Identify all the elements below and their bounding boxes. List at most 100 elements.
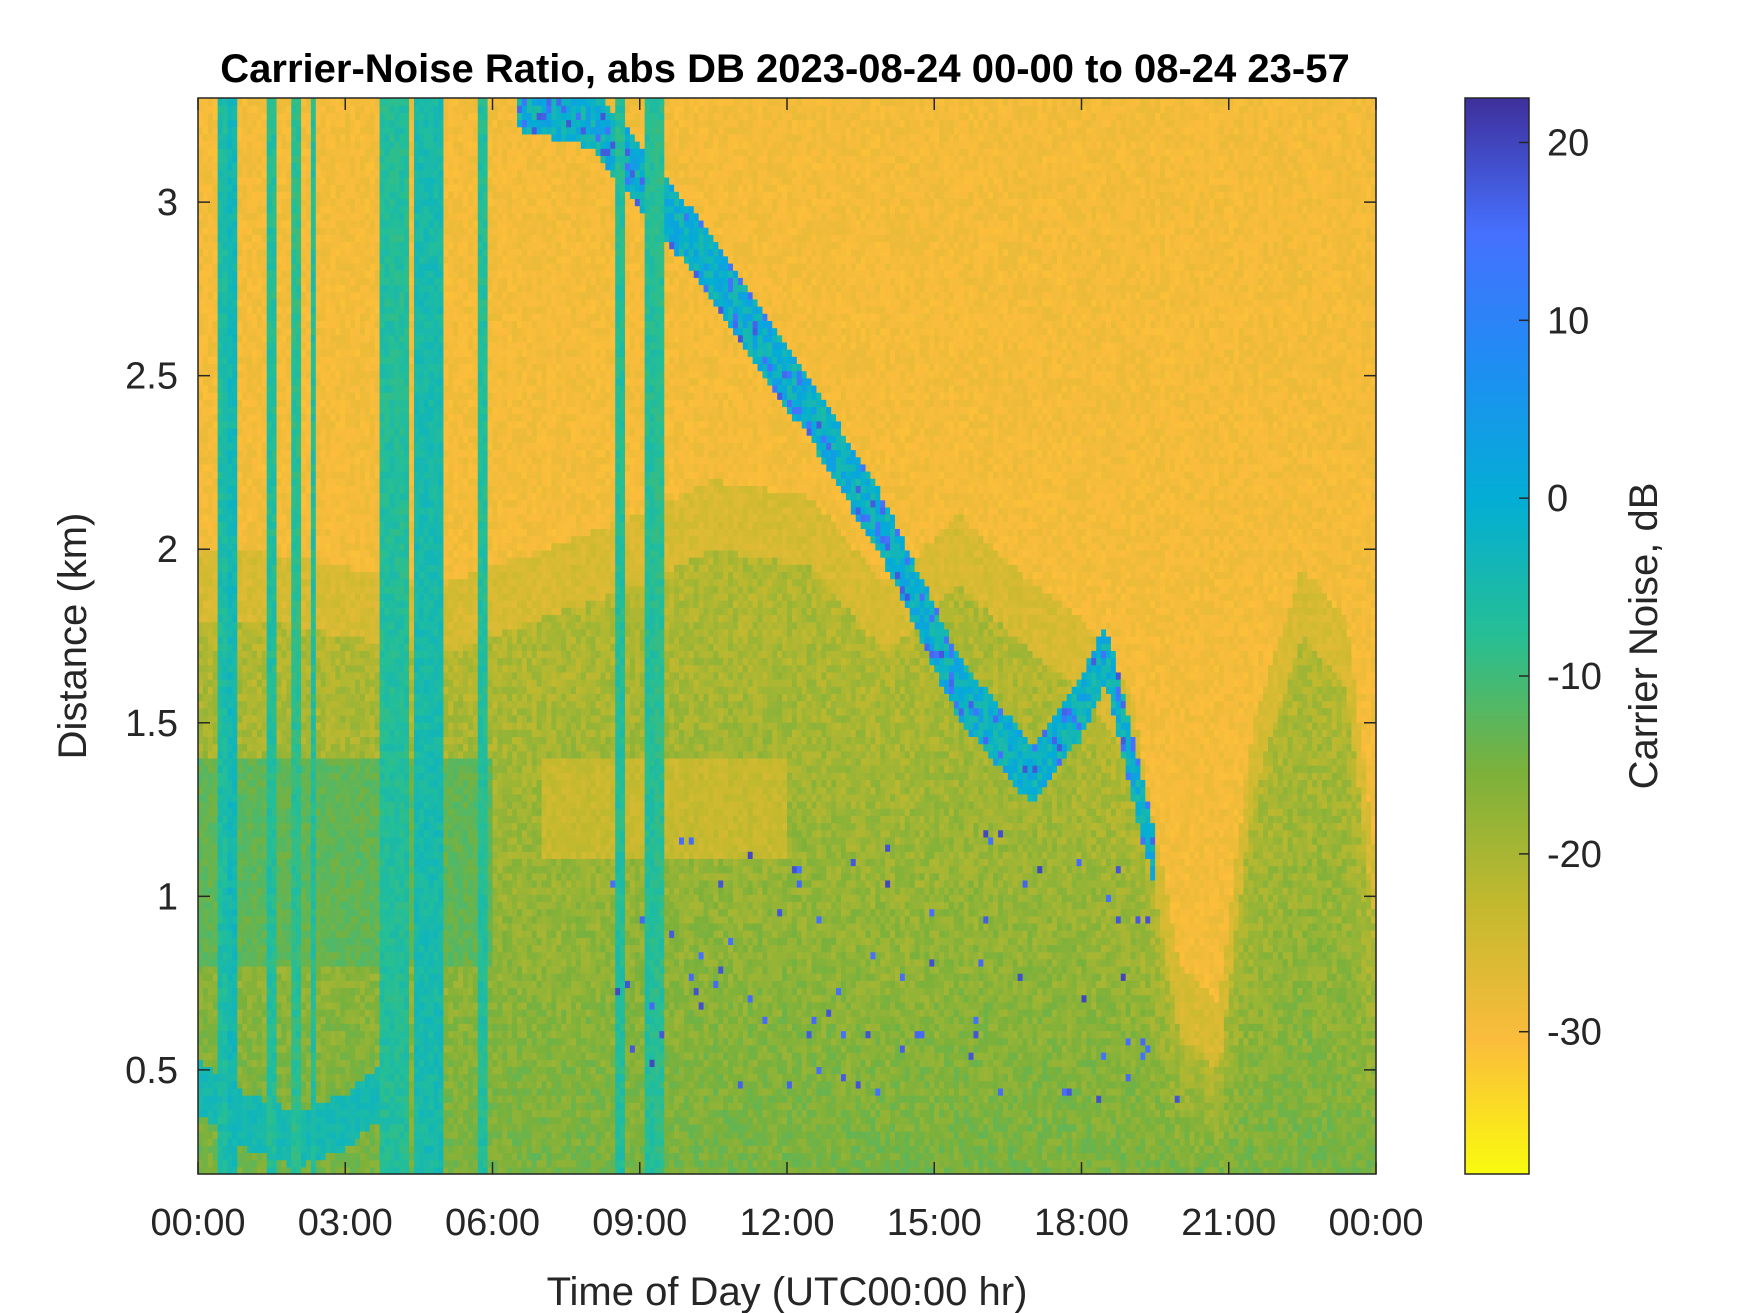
heatmap-cell — [272, 873, 278, 881]
heatmap-cell — [237, 134, 243, 142]
heatmap-cell — [286, 980, 292, 988]
heatmap-cell — [242, 464, 248, 472]
heatmap-cell — [267, 758, 273, 766]
heatmap-cell — [257, 213, 263, 221]
heatmap-cell — [232, 758, 238, 766]
heatmap-cell — [237, 665, 243, 673]
heatmap-cell — [326, 1109, 332, 1117]
heatmap-cell — [326, 356, 332, 364]
heatmap-cell — [213, 521, 219, 529]
heatmap-cell — [281, 729, 287, 737]
heatmap-cell — [198, 830, 204, 838]
heatmap-cell — [291, 478, 297, 486]
heatmap-cell — [321, 285, 327, 293]
heatmap-cell — [281, 428, 287, 436]
heatmap-cell — [281, 1045, 287, 1053]
heatmap-cell — [267, 421, 273, 429]
heatmap-cell — [301, 1160, 307, 1168]
heatmap-cell — [296, 177, 302, 185]
heatmap-cell — [198, 1145, 204, 1153]
heatmap-cell — [218, 844, 224, 852]
heatmap-cell — [291, 285, 297, 293]
heatmap-cell — [267, 543, 273, 551]
heatmap-cell — [237, 894, 243, 902]
heatmap-cell — [218, 220, 224, 228]
heatmap-cell — [326, 320, 332, 328]
heatmap-cell — [272, 1074, 278, 1082]
heatmap-cell — [311, 120, 317, 128]
heatmap-cell — [286, 1031, 292, 1039]
heatmap-cell — [321, 1138, 327, 1146]
heatmap-cell — [198, 206, 204, 214]
heatmap-cell — [257, 521, 263, 529]
heatmap-cell — [321, 1081, 327, 1089]
heatmap-cell — [301, 414, 307, 422]
heatmap-cell — [213, 1052, 219, 1060]
heatmap-cell — [321, 464, 327, 472]
heatmap-cell — [237, 500, 243, 508]
heatmap-cell — [286, 392, 292, 400]
heatmap-cell — [291, 1016, 297, 1024]
heatmap-cell — [281, 328, 287, 336]
heatmap-cell — [262, 1016, 268, 1024]
heatmap-cell — [213, 292, 219, 300]
heatmap-cell — [242, 471, 248, 479]
heatmap-cell — [316, 744, 322, 752]
heatmap-cell — [296, 220, 302, 228]
heatmap-cell — [277, 299, 283, 307]
heatmap-cell — [316, 693, 322, 701]
heatmap-cell — [326, 1095, 332, 1103]
heatmap-cell — [291, 392, 297, 400]
heatmap-cell — [301, 134, 307, 142]
heatmap-cell — [306, 765, 312, 773]
heatmap-cell — [311, 636, 317, 644]
heatmap-cell — [296, 270, 302, 278]
heatmap-cell — [306, 959, 312, 967]
heatmap-cell — [306, 1038, 312, 1046]
heatmap-cell — [223, 464, 229, 472]
heatmap-cell — [213, 1088, 219, 1096]
heatmap-cell — [208, 622, 214, 630]
heatmap-cell — [272, 1023, 278, 1031]
heatmap-cell — [223, 930, 229, 938]
heatmap-cell — [262, 744, 268, 752]
heatmap-cell — [223, 1145, 229, 1153]
heatmap-cell — [306, 622, 312, 630]
heatmap-cell — [218, 614, 224, 622]
heatmap-cell — [198, 693, 204, 701]
heatmap-cell — [213, 1145, 219, 1153]
heatmap-cell — [321, 894, 327, 902]
heatmap-cell — [208, 751, 214, 759]
heatmap-cell — [203, 1095, 209, 1103]
heatmap-cell — [203, 600, 209, 608]
heatmap-cell — [232, 543, 238, 551]
heatmap-cell — [306, 729, 312, 737]
heatmap-cell — [247, 198, 253, 206]
heatmap-cell — [326, 693, 332, 701]
heatmap-cell — [252, 1081, 258, 1089]
heatmap-cell — [257, 952, 263, 960]
heatmap-cell — [242, 823, 248, 831]
heatmap-cell — [257, 406, 263, 414]
heatmap-cell — [311, 485, 317, 493]
heatmap-cell — [227, 356, 233, 364]
heatmap-cell — [218, 1074, 224, 1082]
heatmap-cell — [232, 650, 238, 658]
heatmap-cell — [281, 1031, 287, 1039]
heatmap-cell — [208, 715, 214, 723]
heatmap-cell — [203, 385, 209, 393]
heatmap-cell — [232, 916, 238, 924]
heatmap-cell — [316, 449, 322, 457]
heatmap-cell — [311, 292, 317, 300]
heatmap-cell — [326, 270, 332, 278]
heatmap-cell — [198, 980, 204, 988]
heatmap-cell — [218, 571, 224, 579]
heatmap-cell — [223, 356, 229, 364]
heatmap-cell — [281, 1038, 287, 1046]
heatmap-cell — [208, 191, 214, 199]
heatmap-cell — [267, 571, 273, 579]
heatmap-cell — [286, 944, 292, 952]
heatmap-cell — [326, 493, 332, 501]
heatmap-cell — [257, 342, 263, 350]
heatmap-cell — [291, 930, 297, 938]
